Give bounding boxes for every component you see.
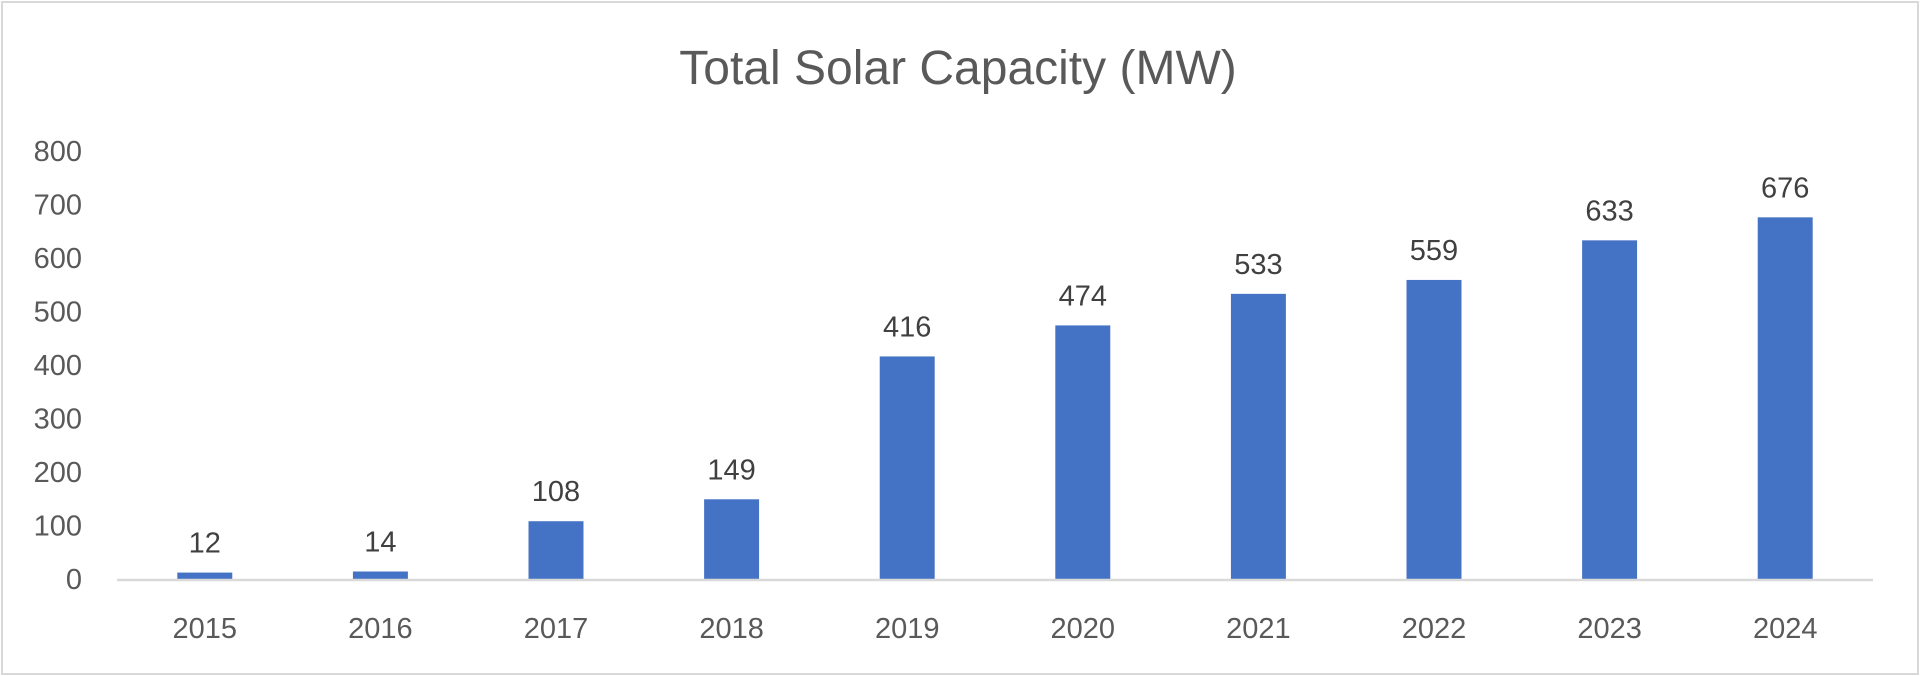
bar-2021	[1230, 293, 1286, 579]
data-label-2020: 474	[1059, 280, 1107, 312]
x-tick-label: 2019	[875, 613, 940, 645]
y-tick-label: 200	[34, 457, 82, 489]
x-tick-label: 2017	[524, 613, 589, 645]
chart-title: Total Solar Capacity (MW)	[679, 42, 1236, 95]
x-tick-label: 2018	[699, 613, 764, 645]
x-tick-label: 2023	[1577, 613, 1642, 645]
x-tick-label: 2024	[1753, 613, 1818, 645]
data-label-2017: 108	[532, 476, 580, 508]
bar-2024	[1757, 217, 1813, 579]
y-tick-label: 0	[66, 564, 82, 596]
data-label-2022: 559	[1410, 235, 1458, 267]
y-tick-label: 700	[34, 190, 82, 222]
bar-2015	[177, 572, 233, 579]
x-axis: 2015 2016 2017 2018 2019 2020 2021 2022 2023 2024	[117, 578, 1873, 645]
bar-2023	[1582, 240, 1638, 579]
x-tick-label: 2016	[348, 613, 413, 645]
bar-2017	[528, 521, 584, 579]
y-axis: 0 100 200 300 400 500 600 700 800	[34, 136, 82, 596]
data-label-2016: 14	[364, 527, 396, 559]
y-tick-label: 500	[34, 297, 82, 329]
y-tick-label: 800	[34, 136, 82, 168]
data-label-2023: 633	[1585, 195, 1633, 227]
y-tick-label: 100	[34, 511, 82, 543]
bar-2020	[1055, 325, 1111, 579]
data-label-2019: 416	[883, 311, 931, 343]
bar-2018	[704, 499, 760, 579]
bar-2016	[352, 571, 408, 579]
data-label-2024: 676	[1761, 172, 1809, 204]
x-tick-label: 2022	[1402, 613, 1467, 645]
y-tick-label: 400	[34, 350, 82, 382]
x-tick-label: 2020	[1051, 613, 1116, 645]
x-tick-label: 2021	[1226, 613, 1291, 645]
data-label-2015: 12	[189, 528, 221, 560]
y-tick-label: 600	[34, 243, 82, 275]
data-label-2021: 533	[1234, 249, 1282, 281]
x-tick-label: 2015	[173, 613, 238, 645]
data-label-2018: 149	[707, 454, 755, 486]
bars	[177, 217, 1813, 579]
data-labels: 12 14 108 149 416 474 533 559 633 676	[189, 172, 1810, 559]
bar-2022	[1406, 279, 1462, 579]
bar-2019	[879, 356, 935, 579]
y-tick-label: 300	[34, 404, 82, 436]
